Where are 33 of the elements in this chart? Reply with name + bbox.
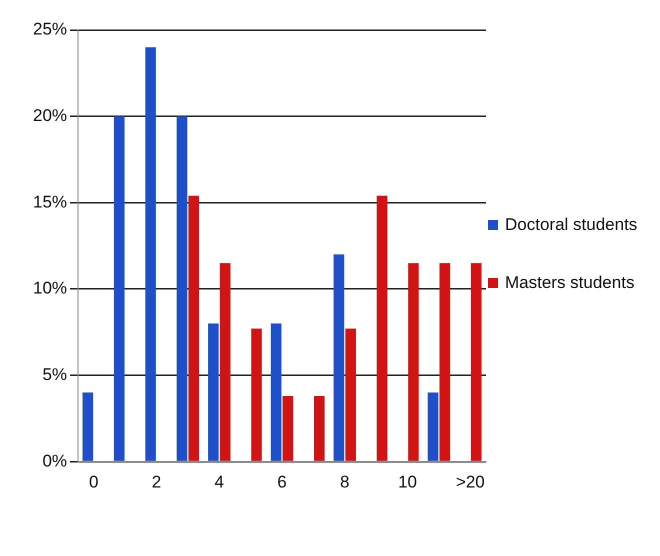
bar: [440, 263, 450, 461]
bar: [145, 47, 156, 461]
x-tick-label: 8: [340, 472, 350, 492]
bar: [282, 396, 294, 461]
bar: [208, 323, 219, 461]
y-tick-label: 0%: [42, 451, 68, 470]
x-tick-label: 4: [214, 472, 224, 492]
x-tick-label: 10: [398, 472, 418, 492]
bar: [428, 392, 438, 461]
bar: [408, 263, 419, 461]
legend-label: Doctoral students: [505, 215, 638, 235]
legend-label: Masters students: [505, 273, 634, 293]
y-tick-label: 5%: [42, 364, 68, 384]
y-tick-label: 15%: [32, 192, 68, 212]
bar: [376, 196, 388, 461]
bar: [114, 116, 125, 461]
y-tick-label: 25%: [32, 20, 68, 39]
x-tick-label: 0: [88, 472, 98, 492]
x-tick-label: >20: [456, 472, 485, 492]
y-tick-label: 10%: [32, 278, 68, 298]
bar: [270, 323, 282, 461]
bar: [188, 196, 200, 461]
bar: [251, 328, 262, 461]
y-tick-label: 20%: [32, 106, 68, 126]
bar: [220, 263, 230, 461]
x-tick-label: 2: [152, 472, 162, 492]
bar: [176, 116, 188, 461]
bar: [82, 392, 94, 461]
x-tick-label: 6: [277, 472, 287, 492]
bar: [314, 396, 325, 461]
bar: [345, 328, 356, 461]
bar: [470, 263, 482, 461]
bar: [334, 254, 344, 461]
